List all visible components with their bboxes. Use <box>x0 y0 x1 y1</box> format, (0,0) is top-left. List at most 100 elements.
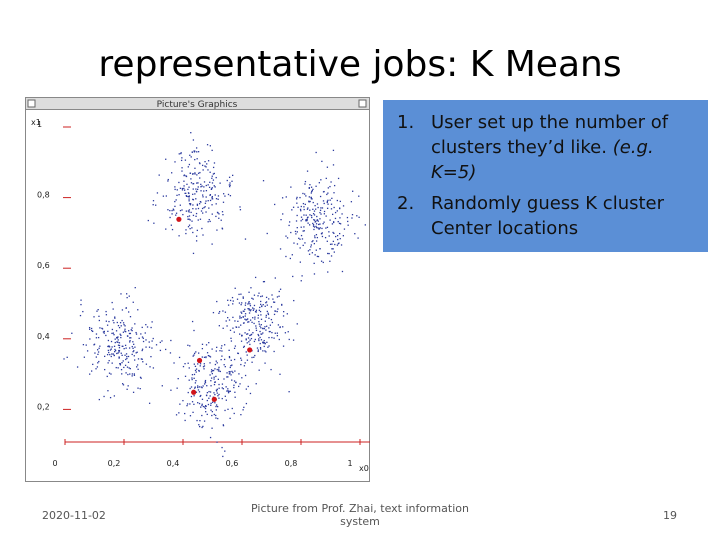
point <box>132 391 135 393</box>
point <box>300 220 302 222</box>
point <box>127 385 129 387</box>
point <box>237 320 239 322</box>
point <box>198 391 201 393</box>
point <box>234 391 236 393</box>
point <box>205 196 207 198</box>
point <box>218 217 220 219</box>
point <box>140 358 143 360</box>
point <box>119 364 122 366</box>
point <box>214 393 216 396</box>
point <box>155 204 157 206</box>
point <box>216 362 218 364</box>
point <box>171 172 173 174</box>
point <box>112 319 114 322</box>
point <box>227 193 230 196</box>
point <box>247 307 249 310</box>
point <box>117 352 119 354</box>
point <box>329 219 331 221</box>
point <box>305 214 307 216</box>
point <box>184 419 186 422</box>
point <box>123 324 125 326</box>
point <box>250 334 252 336</box>
y-tick-label: 0,2 <box>37 402 50 411</box>
point <box>305 195 307 197</box>
point <box>205 200 207 202</box>
point <box>211 175 213 177</box>
point <box>99 345 101 347</box>
point <box>105 310 107 313</box>
point <box>228 319 231 321</box>
point <box>139 376 142 378</box>
point <box>210 385 212 387</box>
point <box>263 342 265 344</box>
point <box>240 317 242 319</box>
point <box>178 194 180 196</box>
point <box>248 321 250 323</box>
close-button[interactable] <box>27 99 36 108</box>
point <box>193 150 195 152</box>
point <box>188 198 190 200</box>
point <box>216 229 218 231</box>
point <box>258 323 260 325</box>
point <box>132 347 134 350</box>
point <box>199 218 202 220</box>
point <box>195 240 198 242</box>
point <box>338 222 341 225</box>
point <box>193 151 196 153</box>
point <box>112 353 114 355</box>
point <box>136 351 138 353</box>
point <box>200 183 202 186</box>
point <box>206 392 209 394</box>
point <box>262 327 264 330</box>
point <box>264 326 266 328</box>
point <box>197 219 199 221</box>
point <box>312 201 314 204</box>
point <box>262 350 264 352</box>
point <box>276 334 279 337</box>
point <box>211 149 213 152</box>
point <box>108 351 110 354</box>
point <box>312 188 314 190</box>
point <box>300 234 303 237</box>
point <box>198 203 201 205</box>
point <box>131 353 133 356</box>
point <box>111 328 114 331</box>
point <box>98 347 100 349</box>
point <box>203 365 206 367</box>
point <box>205 405 207 408</box>
point <box>214 381 217 383</box>
point <box>241 302 243 304</box>
point <box>147 219 149 222</box>
point <box>118 356 120 358</box>
point <box>189 387 191 390</box>
point <box>258 320 260 323</box>
point <box>226 390 228 392</box>
point <box>116 336 118 339</box>
point <box>114 350 116 353</box>
point <box>201 164 204 167</box>
point <box>253 308 255 310</box>
point <box>66 356 68 358</box>
point <box>215 414 217 417</box>
point <box>336 235 339 237</box>
zoom-button[interactable] <box>358 99 367 108</box>
point <box>248 341 250 343</box>
point <box>129 316 132 318</box>
point <box>185 192 187 195</box>
point <box>228 184 231 186</box>
point <box>244 308 246 311</box>
point <box>296 243 299 245</box>
point <box>208 207 210 209</box>
point <box>320 207 322 209</box>
point <box>246 333 248 335</box>
point <box>189 203 192 205</box>
point <box>202 405 205 408</box>
point <box>113 334 115 336</box>
point <box>110 373 112 375</box>
point <box>222 214 224 216</box>
point <box>95 333 98 335</box>
point <box>111 301 113 304</box>
point <box>202 234 204 236</box>
point <box>283 311 285 313</box>
point <box>329 260 331 262</box>
